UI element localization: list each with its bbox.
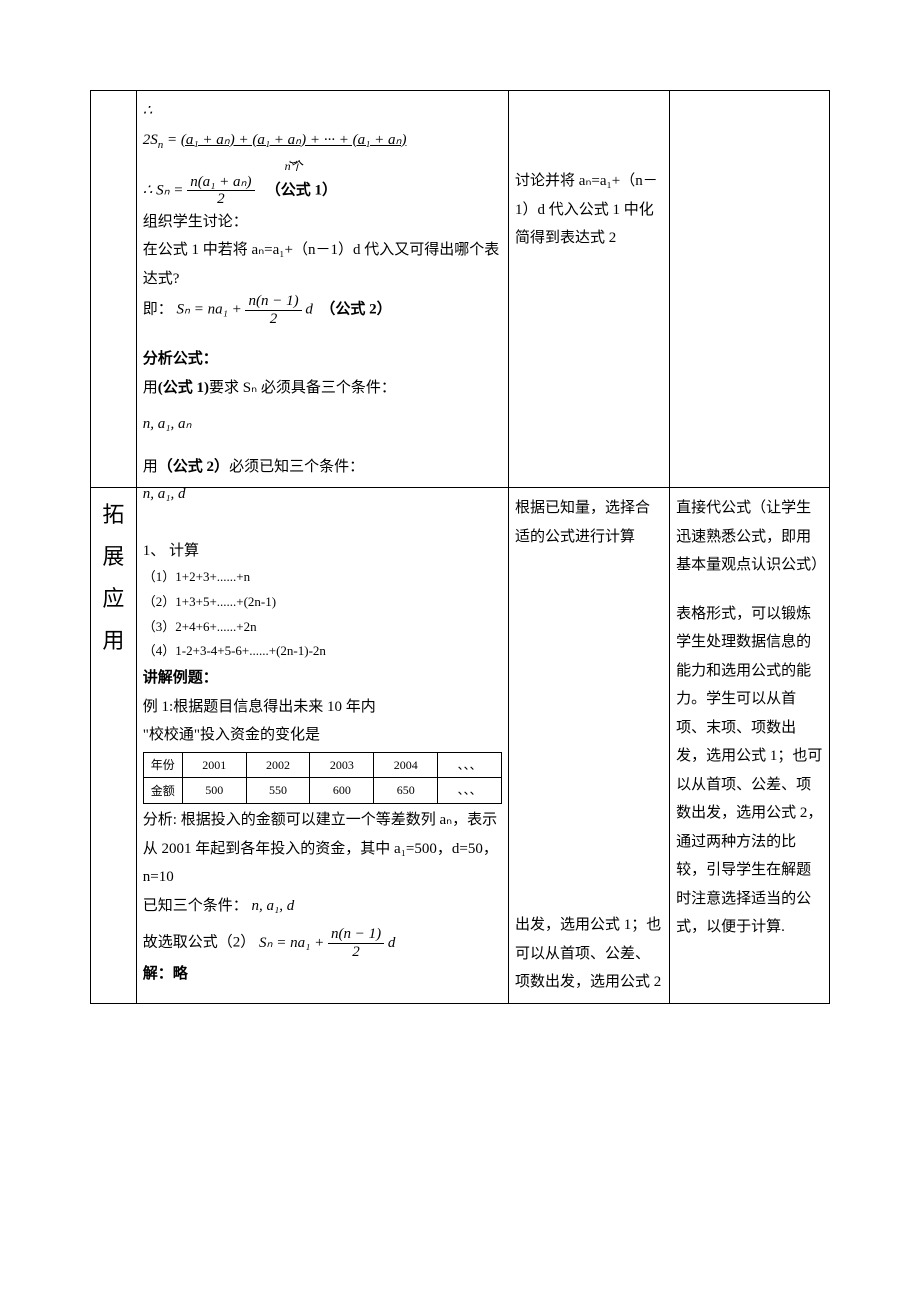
eq3-num: n(n − 1) <box>245 293 301 311</box>
eq3-suffix: d <box>305 302 313 318</box>
ext-col3-p1: 根据已知量，选择合适的公式进行计算 <box>515 494 663 551</box>
table-cell: 600 <box>310 778 374 804</box>
calc-item: （2）1+3+5+......+(2n-1) <box>143 590 502 615</box>
main-table: ∴ 2Sn = (a₁ + aₙ) + (a₁ + aₙ) + ··· + (a… <box>90 90 830 1004</box>
use2: 用（公式 2）必须已知三个条件： <box>143 453 502 482</box>
rot-char: 应 <box>97 578 130 620</box>
eq2-num: n(a₁ + aₙ) <box>187 174 254 192</box>
calc-title: 1、 计算 <box>143 537 502 566</box>
rot-char: 用 <box>97 620 130 662</box>
row-top-content: ∴ 2Sn = (a₁ + aₙ) + (a₁ + aₙ) + ··· + (a… <box>136 91 508 488</box>
eq3-den: 2 <box>245 311 301 328</box>
eq3-prefix: 即： <box>143 302 173 318</box>
calc-item: （1）1+2+3+......+n <box>143 565 502 590</box>
eq2: ∴ Sₙ = n(a₁ + aₙ)2 （公式 1） <box>143 174 502 208</box>
known-label: 已知三个条件： <box>143 898 248 914</box>
calc-item: （4）1-2+3-4+5-6+......+(2n-1)-2n <box>143 639 502 664</box>
choose-eq-lhs: Sₙ = na₁ + <box>259 935 324 951</box>
row-top-col3: 讨论并将 aₙ=a₁+（n－1）d 代入公式 1 中化简得到表达式 2 <box>509 91 670 488</box>
solution: 解：略 <box>143 960 502 989</box>
rot-char: 拓 <box>97 494 130 536</box>
eq3: 即： Sₙ = na₁ + n(n − 1)2 d （公式 2） <box>143 293 502 327</box>
choose: 故选取公式（2） Sₙ = na₁ + n(n − 1)2 d <box>143 926 502 960</box>
use2-text: 必须已知三个条件： <box>229 459 364 475</box>
use1-text: 要求 Sₙ 必须具备三个条件： <box>209 380 396 396</box>
row-extend: 拓 展 应 用 n, a₁, d 1、 计算 （1）1+2+3+......+n… <box>91 488 830 1004</box>
eq1-terms: (a₁ + aₙ) + (a₁ + aₙ) + ··· + (a₁ + aₙ) <box>181 132 407 148</box>
table-cell: 、、、 <box>438 778 502 804</box>
row-extend-col3: 根据已知量，选择合适的公式进行计算 出发，选用公式 1；也可以从首项、公差、项数… <box>509 488 670 1004</box>
use1: 用(公式 1)要求 Sₙ 必须具备三个条件： <box>143 374 502 403</box>
row-top-label <box>91 91 137 488</box>
formula2-label: （公式 2） <box>320 302 391 318</box>
rot-char: 展 <box>97 536 130 578</box>
use1-vars: n, a₁, aₙ <box>143 410 502 439</box>
use1-prefix: 用 <box>143 380 158 396</box>
eq2-den: 2 <box>187 191 254 208</box>
analyze-title: 分析公式： <box>143 345 502 374</box>
use1-formula: (公式 1) <box>158 380 209 396</box>
row-top: ∴ 2Sn = (a₁ + aₙ) + (a₁ + aₙ) + ··· + (a… <box>91 91 830 488</box>
ex1-line2: "校校通"投入资金的变化是 <box>143 721 502 750</box>
table-cell: 、、、 <box>438 752 502 778</box>
table-cell: 金额 <box>143 778 182 804</box>
choose-label: 故选取公式（2） <box>143 935 256 951</box>
table-row: 年份 2001 2002 2003 2004 、、、 <box>143 752 501 778</box>
known: 已知三个条件： n, a₁, d <box>143 892 502 921</box>
discuss-q1: 在公式 1 中若将 aₙ=a₁+（n－1）d 代入又可得出哪个表达式? <box>143 236 502 293</box>
year-amount-table: 年份 2001 2002 2003 2004 、、、 金额 500 550 60… <box>143 752 502 805</box>
row-extend-label: 拓 展 应 用 <box>91 488 137 1004</box>
choose-eq-den: 2 <box>328 944 384 961</box>
ex1-line1: 例 1:根据题目信息得出未来 10 年内 <box>143 693 502 722</box>
table-row: 金额 500 550 600 650 、、、 <box>143 778 501 804</box>
row-top-col4 <box>670 91 830 488</box>
eq1: 2Sn = (a₁ + aₙ) + (a₁ + aₙ) + ··· + (a₁ … <box>143 126 502 172</box>
ext-col3-p2: 出发，选用公式 1；也可以从首项、公差、项数出发，选用公式 2 <box>515 911 663 997</box>
therefore: ∴ <box>143 97 502 126</box>
choose-eq-num: n(n − 1) <box>328 926 384 944</box>
formula1-label: （公式 1） <box>266 182 337 198</box>
page: ∴ 2Sn = (a₁ + aₙ) + (a₁ + aₙ) + ··· + (a… <box>0 0 920 1044</box>
known-vars: n, a₁, d <box>252 898 295 914</box>
eq2-lhs: ∴ Sₙ = <box>143 182 184 198</box>
table-cell: 2002 <box>246 752 310 778</box>
calc-item: （3）2+4+6+......+2n <box>143 615 502 640</box>
top-col3-text: 讨论并将 aₙ=a₁+（n－1）d 代入公式 1 中化简得到表达式 2 <box>515 167 663 253</box>
eq3-lhs: Sₙ = na₁ + <box>177 302 242 318</box>
ext-col4-p1: 直接代公式（让学生迅速熟悉公式，即用基本量观点认识公式） <box>676 494 823 580</box>
analysis: 分析: 根据投入的金额可以建立一个等差数列 aₙ，表示从 2001 年起到各年投… <box>143 806 502 892</box>
table-cell: 500 <box>182 778 246 804</box>
discuss-title: 组织学生讨论： <box>143 208 502 237</box>
table-cell: 2001 <box>182 752 246 778</box>
table-cell: 年份 <box>143 752 182 778</box>
eq1-under: n个 <box>181 160 407 172</box>
example-title: 讲解例题： <box>143 664 502 693</box>
ext-col4-p2: 表格形式，可以锻炼学生处理数据信息的能力和选用公式的能力。学生可以从首项、末项、… <box>676 600 823 942</box>
table-cell: 550 <box>246 778 310 804</box>
table-cell: 2004 <box>374 752 438 778</box>
use2-vars: n, a₁, d <box>143 480 502 509</box>
row-extend-content: n, a₁, d 1、 计算 （1）1+2+3+......+n （2）1+3+… <box>136 488 508 1004</box>
choose-eq-suffix: d <box>388 935 396 951</box>
use2-formula: （公式 2） <box>158 459 229 475</box>
table-cell: 2003 <box>310 752 374 778</box>
use2-prefix: 用 <box>143 459 158 475</box>
table-cell: 650 <box>374 778 438 804</box>
row-extend-col4: 直接代公式（让学生迅速熟悉公式，即用基本量观点认识公式） 表格形式，可以锻炼学生… <box>670 488 830 1004</box>
